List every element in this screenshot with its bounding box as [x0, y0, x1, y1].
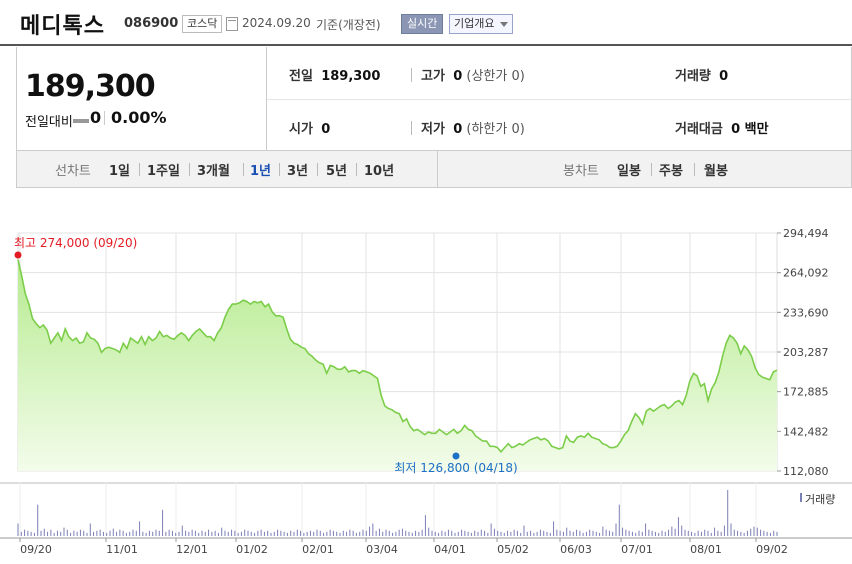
- company-overview-label: 기업개요: [454, 17, 495, 30]
- x-tick-label: 11/01: [106, 543, 138, 556]
- x-tick-label: 08/01: [690, 543, 722, 556]
- chevron-down-icon: [500, 22, 508, 27]
- y-tick-label: 142,482: [783, 425, 829, 438]
- tab-1d[interactable]: 1일: [109, 164, 131, 179]
- x-tick-label: 09/02: [756, 543, 788, 556]
- tab-daily[interactable]: 일봉: [617, 164, 641, 179]
- volume-value: 0: [719, 69, 729, 84]
- tab-monthly[interactable]: 월봉: [704, 164, 728, 179]
- prev-diff-label: 전일대비: [25, 115, 73, 130]
- amount-cell: 거래대금 0 백만: [675, 118, 769, 137]
- x-tick-label: 06/03: [560, 543, 592, 556]
- tab-weekly[interactable]: 주봉: [659, 164, 683, 179]
- divider: [651, 163, 652, 176]
- high-value: 0: [453, 69, 463, 84]
- candle-chart-label: 봉차트: [563, 164, 599, 179]
- tab-5y[interactable]: 5년: [326, 164, 348, 179]
- line-chart-label: 선차트: [55, 164, 91, 179]
- divider: [317, 163, 318, 176]
- price-summary: 189,300 전일대비 0 0.00% 전일 189,300 고가 0 (상한…: [16, 47, 852, 151]
- price-area: [18, 259, 777, 471]
- x-tick-label: 09/20: [20, 543, 52, 556]
- chart-tabs: 선차트 1일 1주일 3개월 1년 3년 5년 10년 봉차트 일봉 주봉 월봉: [16, 151, 852, 188]
- x-tick-label: 05/02: [497, 543, 529, 556]
- y-tick-label: 203,287: [783, 346, 829, 359]
- company-overview-dropdown[interactable]: 기업개요: [449, 14, 513, 34]
- divider: [279, 163, 280, 176]
- open-value: 0: [321, 122, 331, 137]
- upper-limit: (상한가 0): [466, 69, 525, 84]
- x-tick-label: 07/01: [621, 543, 653, 556]
- price-change: 0: [90, 108, 102, 127]
- price-chart: 294,494 264,092 233,690 203,287 172,885 142,4…: [0, 227, 852, 556]
- current-price: 189,300: [25, 69, 156, 104]
- quote-date: 2024.09.20: [242, 16, 311, 30]
- high-label: 고가: [421, 69, 445, 84]
- price-change-pct: 0.00%: [111, 108, 167, 127]
- prev-close-cell: 전일 189,300: [289, 65, 380, 84]
- open-label: 시가: [289, 122, 313, 137]
- x-tick-label: 03/04: [366, 543, 398, 556]
- market-badge: 코스닥: [182, 15, 223, 33]
- tab-1y[interactable]: 1년: [250, 164, 272, 179]
- x-tick-label: 02/01: [302, 543, 334, 556]
- divider: [189, 163, 190, 176]
- quote-basis: 기준(개장전): [316, 18, 381, 32]
- prev-close-value: 189,300: [321, 69, 381, 84]
- low-label: 저가: [421, 122, 445, 137]
- high-label: 최고 274,000 (09/20): [14, 236, 137, 250]
- volume-label: 거래량: [675, 69, 711, 84]
- current-price-box: 189,300 전일대비 0 0.00%: [17, 47, 267, 150]
- amount-label: 거래대금: [675, 122, 723, 137]
- tab-3y[interactable]: 3년: [287, 164, 309, 179]
- y-tick-label: 112,080: [783, 465, 829, 478]
- high-cell: 고가 0 (상한가 0): [421, 65, 525, 84]
- divider: [411, 68, 412, 82]
- divider: [243, 163, 244, 176]
- stock-name: 메디톡스: [20, 14, 105, 39]
- price-line: [17, 259, 778, 454]
- y-tick-label: 294,494: [783, 227, 829, 240]
- low-label: 최저 126,800 (04/18): [394, 461, 517, 475]
- tab-3m[interactable]: 3개월: [197, 164, 230, 179]
- volume-legend: 거래량: [805, 493, 836, 506]
- unchanged-icon: [73, 119, 89, 123]
- y-tick-label: 233,690: [783, 306, 829, 319]
- divider: [437, 151, 438, 187]
- x-tick-label: 04/01: [434, 543, 466, 556]
- low-cell: 저가 0 (하한가 0): [421, 118, 525, 137]
- realtime-button[interactable]: 실시간: [401, 14, 444, 34]
- high-marker: [14, 251, 22, 259]
- low-value: 0: [453, 122, 463, 137]
- x-tick-label: 01/02: [236, 543, 268, 556]
- calendar-icon: [226, 17, 238, 31]
- divider: [694, 163, 695, 176]
- amount-value: 0 백만: [731, 122, 769, 137]
- y-tick-label: 264,092: [783, 267, 829, 280]
- volume-cell: 거래량 0: [675, 65, 728, 84]
- x-tick-label: 12/01: [176, 543, 208, 556]
- prev-close-label: 전일: [289, 69, 313, 84]
- open-cell: 시가 0: [289, 118, 330, 137]
- divider: [267, 99, 851, 100]
- tab-1w[interactable]: 1주일: [147, 164, 180, 179]
- divider: [356, 163, 357, 176]
- tab-10y[interactable]: 10년: [364, 164, 395, 179]
- divider: [139, 163, 140, 176]
- stock-code: 086900: [124, 16, 179, 31]
- lower-limit: (하한가 0): [466, 122, 525, 137]
- stock-header: 메디톡스 086900 코스닥 2024.09.20 기준(개장전) 실시간 기…: [0, 0, 852, 46]
- divider: [104, 111, 105, 125]
- y-tick-label: 172,885: [783, 386, 829, 399]
- low-marker: [452, 452, 460, 460]
- volume-legend-icon: [800, 493, 802, 502]
- divider: [411, 121, 412, 135]
